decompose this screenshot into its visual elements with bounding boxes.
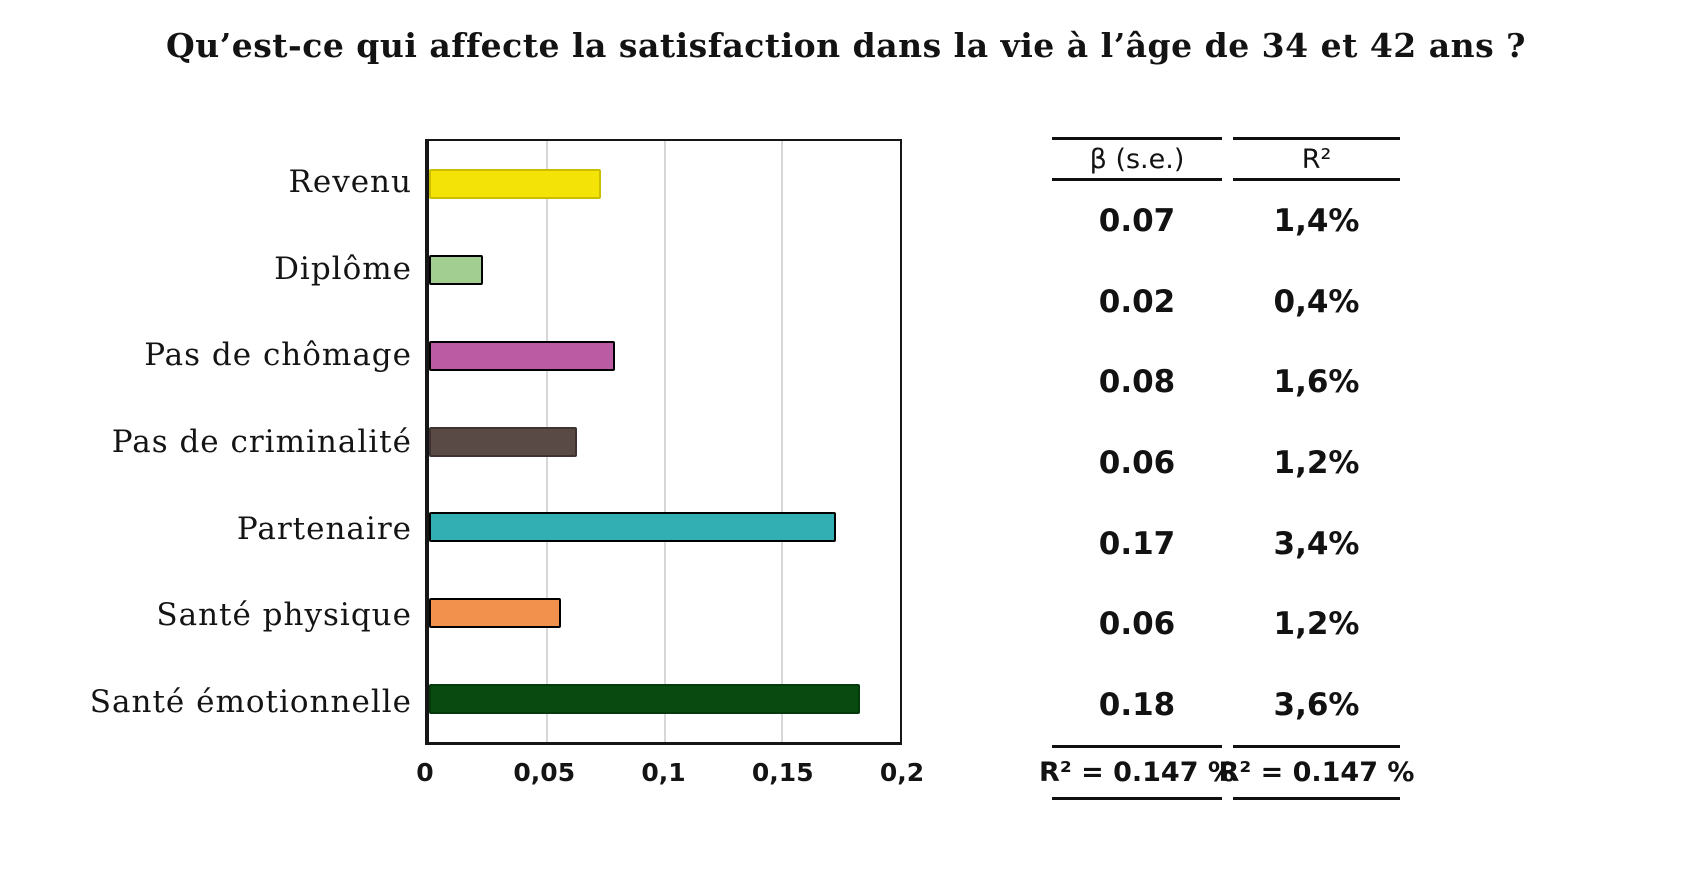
beta-value: 0.06 — [1098, 445, 1176, 482]
gridline-0-1 — [663, 141, 666, 742]
beta-column-header: β (s.e.) — [1052, 137, 1222, 181]
r2-value: 1,2% — [1273, 606, 1360, 643]
beta-column-footer: R² = 0.147 % — [1039, 745, 1235, 800]
category-label-diplome: Diplôme — [274, 250, 412, 287]
category-label-pas-de-chomage: Pas de chômage — [144, 337, 412, 374]
bar-chart-plot-area — [425, 139, 902, 745]
beta-value: 0.18 — [1098, 686, 1176, 723]
x-tick-0: 0 — [416, 758, 434, 787]
beta-value: 0.08 — [1098, 364, 1176, 401]
bar-partenaire — [429, 512, 837, 543]
bar-pas-de-criminalite — [429, 426, 578, 457]
beta-value: 0.02 — [1098, 283, 1176, 320]
x-tick-0-05: 0,05 — [513, 758, 576, 787]
category-label-revenu: Revenu — [288, 164, 412, 201]
r2-value: 3,4% — [1273, 525, 1360, 562]
x-axis: 0 0,05 0,1 0,15 0,2 — [416, 758, 924, 792]
r2-column-header: R² — [1233, 137, 1400, 181]
r2-column-footer: R² = 0.147 % — [1219, 745, 1414, 800]
bar-diplome — [429, 254, 484, 285]
beta-value: 0.07 — [1098, 203, 1176, 240]
r2-value: 1,2% — [1273, 445, 1360, 482]
bar-series — [429, 141, 900, 742]
r2-value: 1,6% — [1273, 364, 1360, 401]
bar-sante-physique — [429, 598, 561, 629]
category-label-sante-physique: Santé physique — [156, 597, 412, 634]
category-label-sante-emotionnelle: Santé émotionnelle — [89, 683, 412, 720]
x-tick-0-1: 0,1 — [641, 758, 686, 787]
bar-pas-de-chomage — [429, 340, 616, 371]
r2-value: 0,4% — [1273, 283, 1360, 320]
r2-values: 1,4% 0,4% 1,6% 1,2% 3,4% 1,2% 3,6% — [1233, 181, 1400, 745]
beta-value: 0.06 — [1098, 606, 1176, 643]
chart-title: Qu’est-ce qui affecte la satisfaction da… — [165, 26, 1527, 65]
stats-column-r2: R² 1,4% 0,4% 1,6% 1,2% 3,4% 1,2% 3,6% R²… — [1219, 137, 1414, 800]
beta-values: 0.07 0.02 0.08 0.06 0.17 0.06 0.18 — [1052, 181, 1222, 745]
x-tick-0-15: 0,15 — [751, 758, 814, 787]
x-tick-0-2: 0,2 — [879, 758, 925, 787]
category-label-partenaire: Partenaire — [236, 510, 412, 547]
bar-sante-emotionnelle — [429, 684, 860, 715]
category-axis-labels: Revenu Diplôme Pas de chômage Pas de cri… — [0, 139, 412, 745]
bar-revenu — [429, 168, 601, 199]
gridline-0-15 — [781, 141, 784, 742]
stats-column-beta: β (s.e.) 0.07 0.02 0.08 0.06 0.17 0.06 0… — [1039, 137, 1235, 800]
r2-value: 3,6% — [1273, 686, 1360, 723]
r2-value: 1,4% — [1273, 203, 1360, 240]
category-label-pas-de-criminalite: Pas de criminalité — [111, 424, 412, 461]
beta-value: 0.17 — [1098, 525, 1176, 562]
